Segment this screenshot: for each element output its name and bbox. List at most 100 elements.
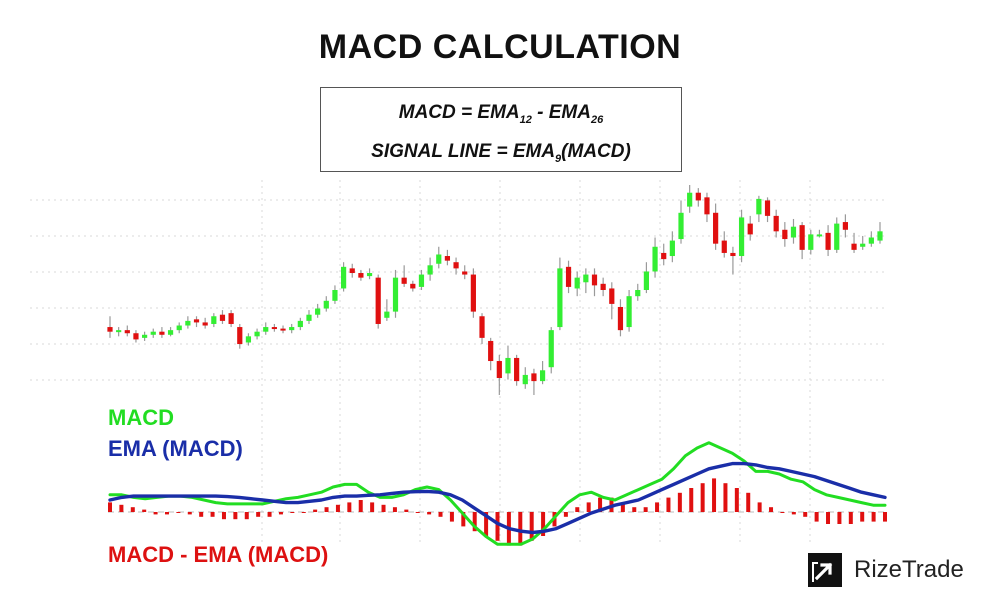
histogram-bar [518, 512, 523, 546]
histogram-bar [883, 512, 887, 522]
histogram-bar [541, 512, 546, 536]
candle-body [263, 327, 269, 332]
candle-body [860, 243, 866, 247]
candle-body [713, 212, 719, 244]
candle-body [185, 320, 191, 326]
brand-name: RizeTrade [854, 556, 964, 583]
candle-body [306, 314, 312, 321]
histogram-bar [221, 512, 226, 520]
formula-box: MACD = EMA12 - EMA26 SIGNAL LINE = EMA9(… [320, 87, 682, 172]
candle-body [609, 288, 615, 304]
candle-body [669, 240, 675, 257]
candle-body [375, 277, 381, 324]
histogram-bar [677, 492, 682, 512]
histogram-bar [746, 492, 751, 512]
candle-body [418, 274, 425, 287]
legend-ema-macd: EMA (MACD) [108, 436, 243, 461]
candle-body [661, 252, 667, 260]
candle-body [193, 319, 200, 323]
candle-body [877, 231, 883, 241]
legend-macd: MACD [108, 405, 174, 430]
candle-body [764, 200, 771, 216]
candle-body [583, 274, 589, 283]
histogram-bar [791, 512, 796, 515]
histogram-bar [347, 502, 352, 512]
candle-body [591, 274, 598, 286]
histogram-bar [153, 512, 158, 515]
candle-body [704, 197, 710, 215]
macd-formula-prefix: MACD = EMA [398, 102, 520, 123]
candle-body [150, 331, 156, 335]
histogram-bar [290, 512, 295, 513]
candle-body [687, 192, 693, 207]
candle-body [211, 316, 217, 324]
candle-body [323, 300, 329, 309]
candle-body [557, 268, 563, 328]
histogram-bar [233, 512, 238, 520]
histogram-bar [210, 512, 215, 517]
histogram-bar [472, 512, 477, 532]
histogram-bar [164, 512, 169, 515]
candle-body [868, 237, 874, 244]
histogram-bar [803, 512, 808, 517]
candle-body [315, 308, 321, 315]
candle-body [600, 283, 606, 290]
candle-body [643, 271, 650, 290]
candle-body [496, 361, 502, 379]
candle-body [462, 271, 468, 275]
candle-body [470, 274, 476, 312]
candle-body [142, 334, 148, 338]
histogram-bar [381, 504, 386, 512]
candle-body [522, 374, 528, 385]
candle-body [851, 243, 857, 250]
histogram-bar [301, 512, 306, 513]
histogram-bar [529, 512, 534, 541]
histogram-bar [130, 507, 135, 512]
candle-body [539, 370, 546, 382]
legend-histogram: MACD - EMA (MACD) [108, 542, 329, 567]
histogram-bar [495, 512, 500, 541]
macd-lines [108, 441, 887, 546]
candle-body [808, 234, 814, 250]
histogram-bar [449, 512, 454, 522]
candle-body [254, 331, 260, 337]
histogram-bar [324, 507, 329, 512]
candle-body [444, 256, 451, 261]
macd-formula: MACD = EMA12 - EMA26 [321, 102, 681, 126]
histogram-bar [142, 509, 147, 512]
candle-body [531, 373, 537, 382]
candle-body [202, 322, 208, 326]
candle-body [488, 340, 494, 362]
candle-body [834, 223, 840, 250]
candle-body [401, 277, 407, 284]
brand[interactable]: RizeTrade [808, 553, 964, 587]
histogram-bar [860, 512, 865, 522]
histogram-bar [358, 500, 363, 512]
histogram-bar [780, 512, 785, 513]
histogram-bar [278, 512, 283, 515]
candle-body [340, 266, 347, 289]
histogram-bar [769, 507, 774, 512]
candle-body [635, 290, 641, 297]
histogram-bar [461, 512, 466, 527]
candle-body [799, 225, 805, 250]
candle-body [565, 266, 572, 287]
signal-formula-sub-9: 9 [555, 152, 562, 165]
candle-body [626, 296, 632, 328]
candle-body [825, 232, 831, 250]
chart-grid [30, 180, 885, 545]
histogram-bar [620, 502, 625, 512]
histogram-bar [256, 512, 261, 517]
candle-body [366, 273, 373, 277]
candle-body [332, 290, 338, 301]
candle-body [245, 336, 252, 343]
candle-body [436, 254, 442, 264]
histogram-bar [119, 504, 124, 512]
macd-histogram [108, 478, 887, 546]
candle-body [747, 223, 753, 235]
histogram-bar [689, 488, 694, 512]
candle-body [695, 192, 701, 201]
candle-body [237, 327, 243, 345]
histogram-bar [723, 483, 728, 512]
histogram-bar [438, 512, 443, 517]
